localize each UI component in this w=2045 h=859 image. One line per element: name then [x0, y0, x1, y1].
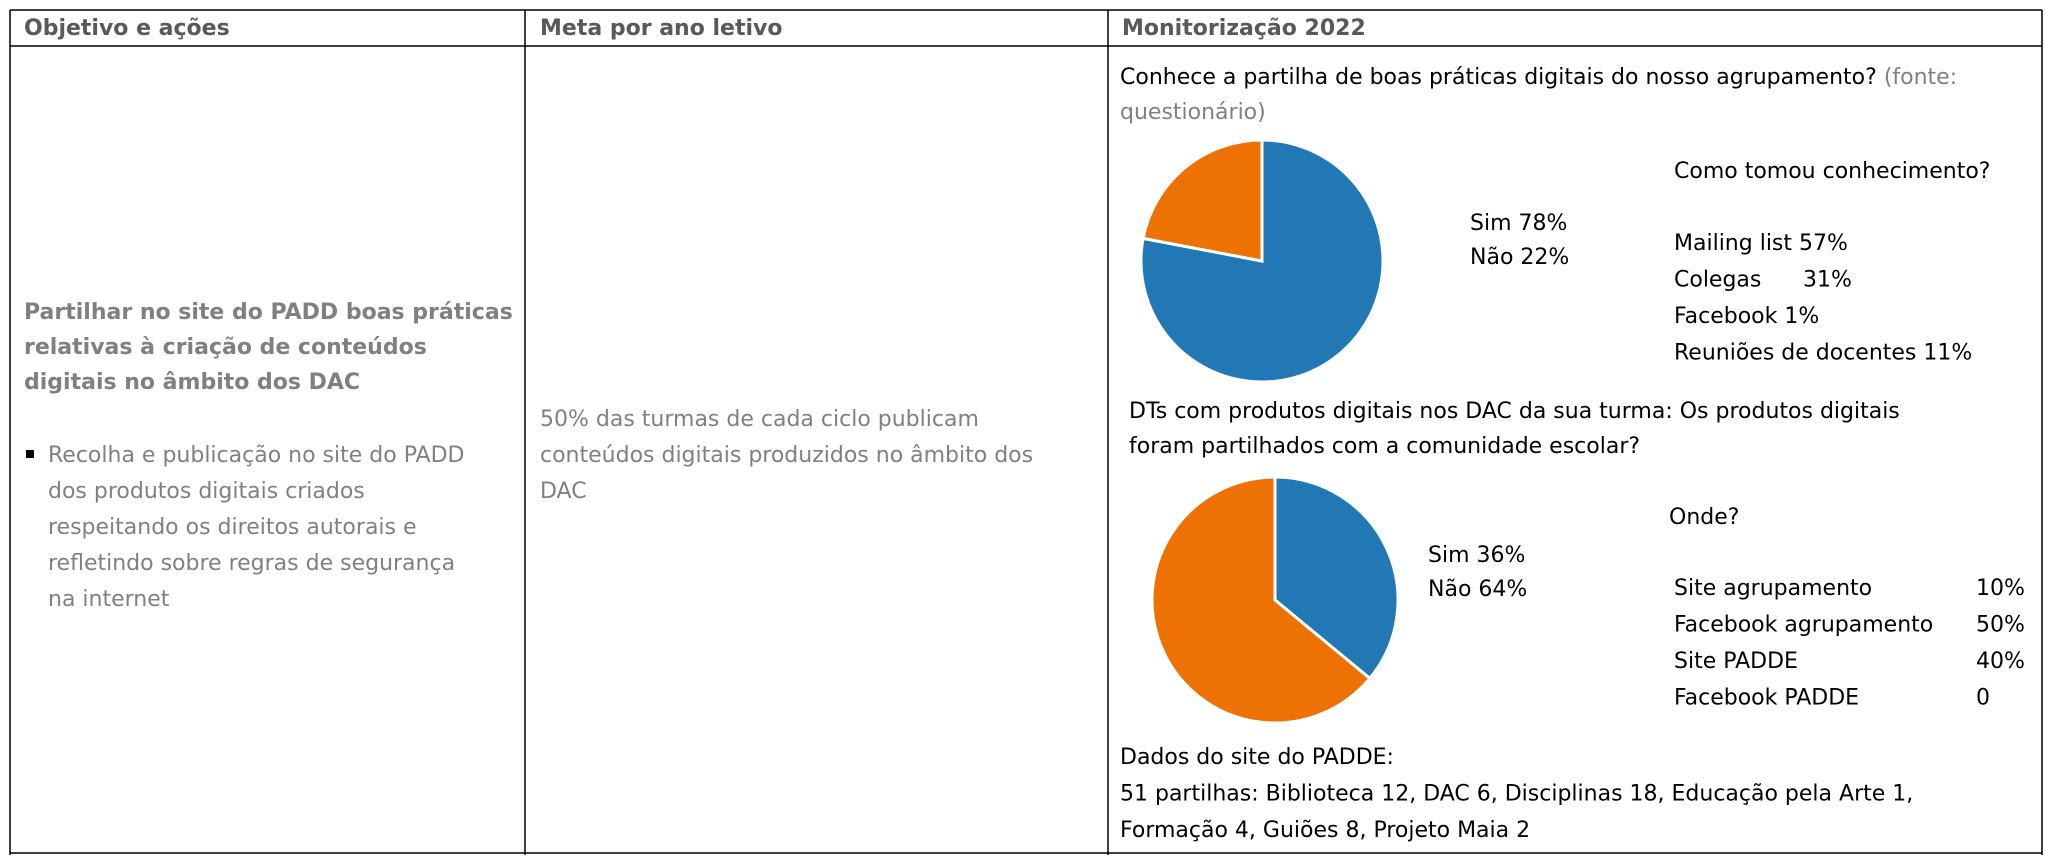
- question: DTs com produtos digitais nos DAC da sua…: [1129, 399, 1900, 424]
- breakdown-value: 10%: [1976, 576, 2025, 601]
- objective-bullet: refletindo sobre regras de segurança: [48, 551, 455, 576]
- breakdown-value: 50%: [1976, 613, 2025, 638]
- question-text: Conhece a partilha de boas práticas digi…: [1120, 65, 1877, 90]
- pie-label: Sim 78%: [1470, 211, 1567, 236]
- objective-bullet: na internet: [48, 587, 170, 612]
- value-label: 64%: [1478, 577, 1527, 602]
- value-label: 78%: [1519, 211, 1568, 236]
- value-label: 36%: [1477, 543, 1526, 568]
- goal: conteúdos digitais produzidos no âmbito …: [540, 443, 1033, 468]
- question: Conhece a partilha de boas práticas digi…: [1120, 65, 1957, 90]
- objective-bullet: respeitando os direitos autorais e: [48, 515, 417, 540]
- header: Objetivo e ações: [24, 16, 230, 41]
- breakdown-title: Onde?: [1669, 505, 1739, 530]
- objective-title: Partilhar no site do PADD boas práticas: [24, 300, 513, 325]
- pie-slice: [1273, 475, 1400, 681]
- breakdown-value: 40%: [1976, 649, 2025, 674]
- breakdown-value: 11%: [1923, 341, 1972, 366]
- site-data: 51 partilhas: Biblioteca 12, DAC 6, Disc…: [1120, 782, 1913, 807]
- breakdown-value: 1%: [1784, 304, 1819, 329]
- bullet: [26, 450, 34, 458]
- objective-bullet: Recolha e publicação no site do PADD: [48, 443, 465, 468]
- breakdown-name: Site agrupamento: [1674, 576, 1872, 601]
- breakdown-value: 0: [1976, 686, 1990, 711]
- pie-label: Sim 36%: [1428, 543, 1525, 568]
- category: Não: [1470, 245, 1513, 270]
- question: foram partilhados com a comunidade escol…: [1129, 434, 1640, 459]
- value-label: 22%: [1520, 245, 1569, 270]
- site-data: Formação 4, Guiões 8, Projeto Maia 2: [1120, 818, 1530, 843]
- category: Sim: [1470, 211, 1512, 236]
- header: Monitorização 2022: [1122, 16, 1366, 41]
- breakdown-title: Como tomou conhecimento?: [1674, 159, 1990, 184]
- source: (fonte:: [1884, 65, 1957, 90]
- breakdown-name: Facebook agrupamento: [1674, 613, 1933, 638]
- category: Não: [1428, 577, 1471, 602]
- header: Meta por ano letivo: [540, 16, 782, 41]
- category: Sim: [1428, 543, 1470, 568]
- goal: DAC: [540, 479, 587, 504]
- breakdown-name: Site PADDE: [1674, 649, 1798, 674]
- breakdown-name: Facebook: [1674, 304, 1778, 329]
- site-data: Dados do site do PADDE:: [1120, 745, 1394, 770]
- breakdown-name: Facebook PADDE: [1674, 686, 1859, 711]
- objective-bullet: dos produtos digitais criados: [48, 479, 365, 504]
- pie-slice: [1141, 138, 1264, 263]
- goal: 50% das turmas de cada ciclo publicam: [540, 407, 979, 432]
- breakdown-name: Reuniões de docentes: [1674, 341, 1916, 366]
- objective-title: digitais no âmbito dos DAC: [24, 370, 360, 395]
- objective-title: relativas à criação de conteúdos: [24, 335, 427, 360]
- pie-slice: [1150, 475, 1372, 725]
- breakdown-value: 57%: [1799, 231, 1848, 256]
- pie-label: Não 64%: [1428, 577, 1527, 602]
- breakdown-name: Mailing list: [1674, 231, 1792, 256]
- source: questionário): [1120, 100, 1266, 125]
- breakdown-value: 31%: [1803, 268, 1852, 293]
- breakdown-name: Colegas: [1674, 268, 1761, 293]
- pie-label: Não 22%: [1470, 245, 1569, 270]
